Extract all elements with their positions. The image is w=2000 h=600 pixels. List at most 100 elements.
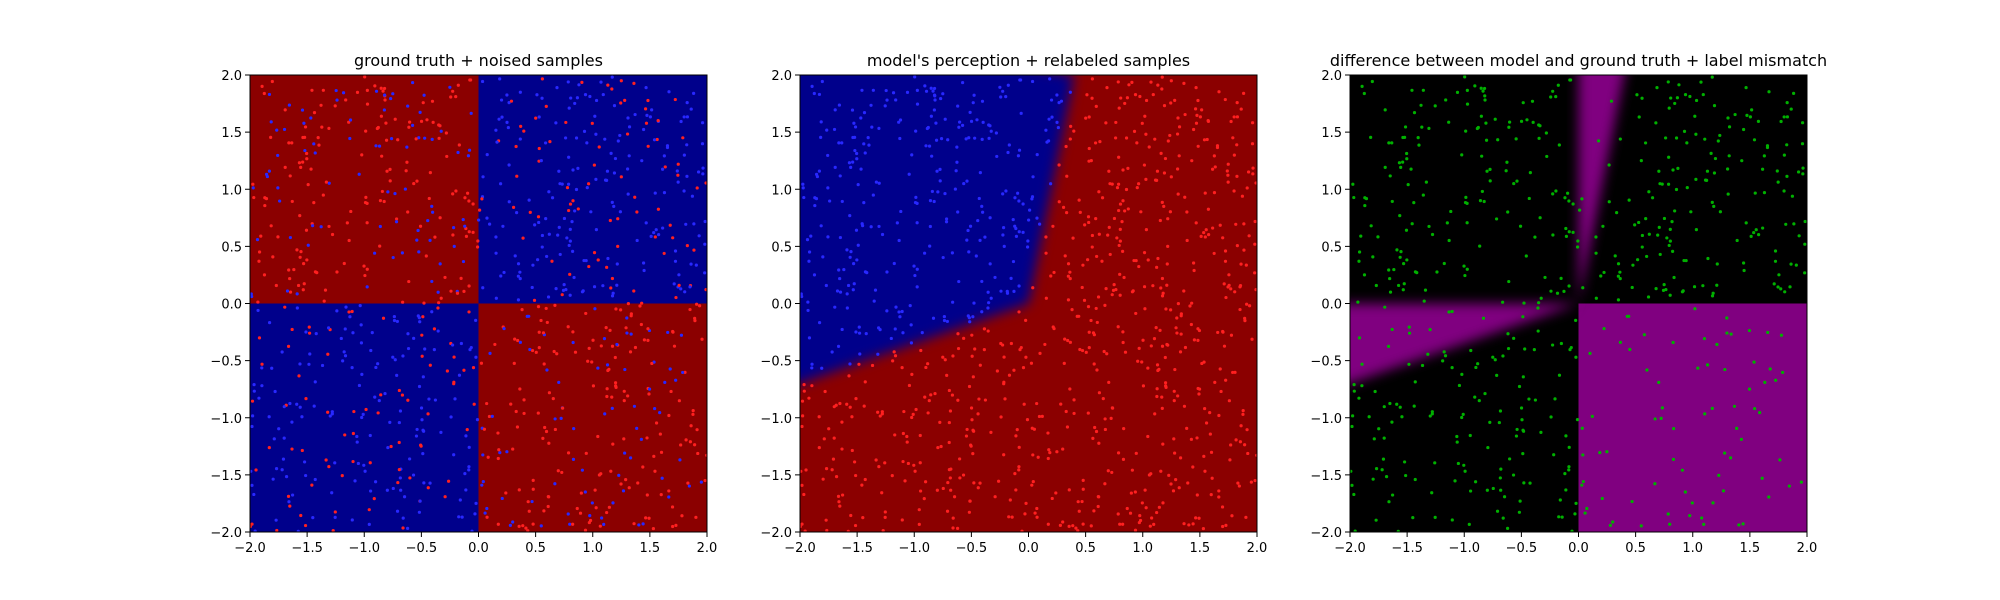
sample-point [1515, 179, 1519, 183]
sample-point [1427, 126, 1431, 130]
sample-point [1430, 232, 1435, 237]
sample-point [1199, 234, 1203, 238]
sample-point [974, 254, 978, 258]
sample-point [1017, 310, 1021, 314]
sample-point [250, 399, 255, 403]
sample-point [877, 465, 881, 469]
sample-point [1139, 210, 1143, 214]
sample-point [520, 308, 524, 312]
sample-point [1693, 307, 1697, 311]
sample-point [821, 477, 825, 481]
sample-point [1219, 389, 1223, 394]
sample-point [1369, 224, 1373, 228]
sample-point [643, 107, 648, 111]
sample-point [418, 224, 423, 228]
sample-point [500, 115, 504, 119]
sample-point [1001, 89, 1005, 93]
sample-point [1757, 233, 1761, 237]
sample-point [1165, 342, 1169, 347]
sample-point [616, 217, 620, 221]
y-tick-label: −1.0 [1310, 412, 1342, 427]
sample-point [857, 331, 862, 335]
sample-point [1185, 210, 1189, 214]
sample-point [1747, 328, 1752, 333]
sample-point [1685, 141, 1689, 145]
sample-point [685, 101, 689, 105]
sample-point [840, 493, 845, 497]
sample-point [374, 144, 378, 148]
sample-point [1594, 235, 1598, 239]
sample-point [405, 145, 409, 149]
sample-point [866, 135, 870, 140]
sample-point [1484, 138, 1489, 142]
sample-point [685, 115, 690, 119]
sample-point [1097, 232, 1101, 236]
sample-point [1773, 249, 1778, 253]
sample-point [352, 409, 356, 414]
sample-point [691, 409, 695, 413]
sample-point [1224, 523, 1228, 528]
sample-point [1182, 522, 1186, 526]
sample-point [430, 137, 434, 141]
sample-point [1758, 411, 1762, 415]
sample-point [483, 511, 487, 515]
sample-point [1581, 480, 1585, 484]
sample-point [645, 436, 649, 440]
sample-point [836, 344, 841, 348]
sample-point [584, 451, 588, 455]
sample-point [1792, 91, 1796, 95]
sample-point [853, 148, 857, 153]
sample-point [255, 238, 260, 242]
sample-point [367, 522, 371, 526]
sample-point [1010, 515, 1014, 519]
sample-point [436, 290, 440, 294]
sample-point [1801, 166, 1805, 170]
sample-point [502, 270, 506, 275]
sample-point [1455, 90, 1460, 94]
sample-point [306, 183, 310, 187]
sample-point [703, 271, 707, 275]
sample-point [433, 235, 437, 239]
sample-point [1210, 167, 1215, 171]
sample-point [1238, 307, 1242, 312]
sample-point [1019, 111, 1023, 115]
sample-point [316, 135, 320, 140]
sample-point [1014, 234, 1019, 238]
sample-point [999, 289, 1003, 293]
sample-point [910, 415, 914, 420]
sample-point [1703, 412, 1707, 416]
sample-point [1108, 252, 1112, 257]
sample-point [368, 489, 373, 493]
sample-point [800, 294, 804, 299]
sample-point [1177, 486, 1181, 490]
sample-point [1742, 268, 1746, 273]
y-tick-label: 0.0 [1321, 298, 1342, 313]
sample-point [983, 398, 988, 402]
sample-point [1388, 174, 1392, 178]
sample-point [1018, 348, 1022, 352]
sample-point [1080, 285, 1084, 290]
sample-point [1426, 352, 1430, 356]
sample-point [1058, 523, 1062, 527]
sample-point [932, 86, 937, 91]
sample-point [939, 136, 944, 141]
sample-point [1709, 151, 1713, 155]
sample-point [662, 154, 666, 158]
sample-point [807, 259, 811, 263]
sample-point [837, 103, 842, 107]
sample-point [1195, 493, 1199, 497]
sample-point [1427, 224, 1431, 229]
sample-point [700, 121, 705, 125]
sample-point [465, 427, 469, 432]
sample-point [1142, 251, 1147, 255]
sample-point [275, 528, 279, 532]
sample-point [1404, 473, 1408, 478]
sample-point [1725, 316, 1729, 320]
sample-point [541, 331, 546, 335]
sample-point [1666, 80, 1670, 84]
sample-point [1785, 115, 1790, 119]
sample-point [800, 424, 804, 429]
sample-point [286, 344, 291, 348]
y-tick-label: 1.5 [1321, 126, 1342, 141]
sample-point [587, 264, 591, 269]
